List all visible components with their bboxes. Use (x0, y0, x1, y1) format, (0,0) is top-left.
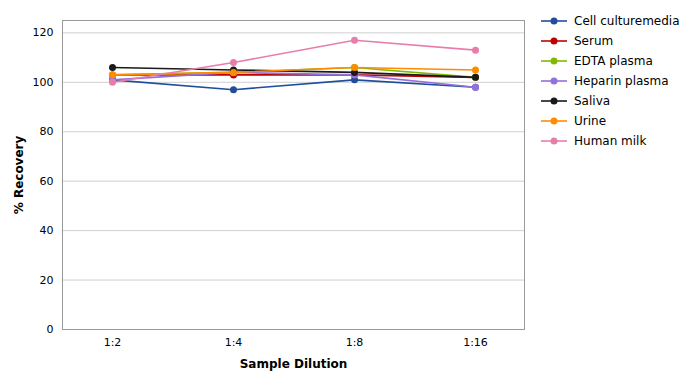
svg-text:1:8: 1:8 (346, 336, 364, 349)
svg-text:1:4: 1:4 (225, 336, 243, 349)
html-text:Serum: Serum (574, 34, 614, 48)
svg-text:60: 60 (40, 175, 54, 188)
svg-text:120: 120 (33, 26, 54, 39)
html-text:Heparin plasma: Heparin plasma (574, 74, 669, 88)
svg-text:40: 40 (40, 224, 54, 237)
svg-text:1:2: 1:2 (104, 336, 122, 349)
svg-text:80: 80 (40, 125, 54, 138)
svg-text:100: 100 (33, 76, 54, 89)
svg-text:Sample Dilution: Sample Dilution (240, 357, 348, 371)
svg-text:% Recovery: % Recovery (12, 136, 26, 215)
html-text:EDTA plasma: EDTA plasma (574, 54, 653, 68)
html-text:Cell culturemedia: Cell culturemedia (574, 14, 680, 28)
html-text:Human milk: Human milk (574, 134, 647, 148)
html-text:Saliva: Saliva (574, 94, 611, 108)
svg-text:1:16: 1:16 (463, 336, 488, 349)
svg-text:0: 0 (47, 323, 54, 336)
html-text:Urine: Urine (574, 114, 606, 128)
svg-text:20: 20 (40, 274, 54, 287)
